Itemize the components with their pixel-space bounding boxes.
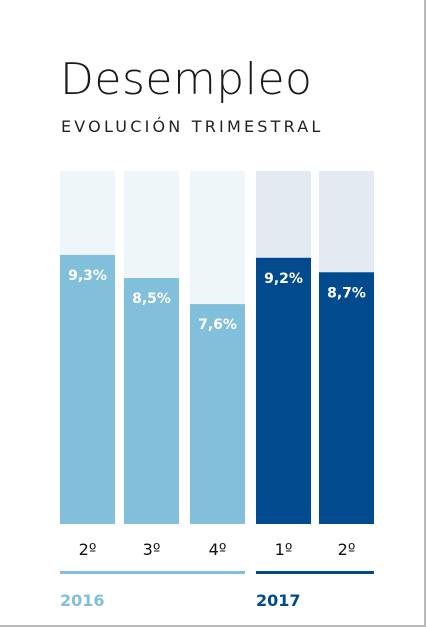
bar [190, 304, 245, 524]
year-group-label: 2017 [256, 591, 301, 610]
bar-value-label: 9,2% [264, 271, 303, 287]
bar-value-label: 8,7% [327, 285, 366, 301]
chart-title: Desempleo [60, 54, 313, 105]
year-group-label: 2016 [60, 591, 105, 610]
bar-value-label: 7,6% [198, 317, 237, 333]
chart-subtitle: EVOLUCIÓN TRIMESTRAL [61, 117, 324, 136]
x-tick-label: 2º [338, 540, 356, 559]
bar-value-label: 8,5% [132, 291, 171, 307]
x-tick-label: 4º [209, 540, 227, 559]
x-tick-label: 1º [275, 540, 293, 559]
x-tick-label: 2º [79, 540, 97, 559]
bar [124, 278, 179, 524]
year-group-line [256, 571, 374, 574]
bar [256, 257, 311, 524]
bar [60, 254, 115, 524]
x-tick-label: 3º [143, 540, 161, 559]
bar-value-label: 9,3% [68, 268, 107, 284]
year-group-line [60, 571, 245, 574]
bar [319, 272, 374, 524]
